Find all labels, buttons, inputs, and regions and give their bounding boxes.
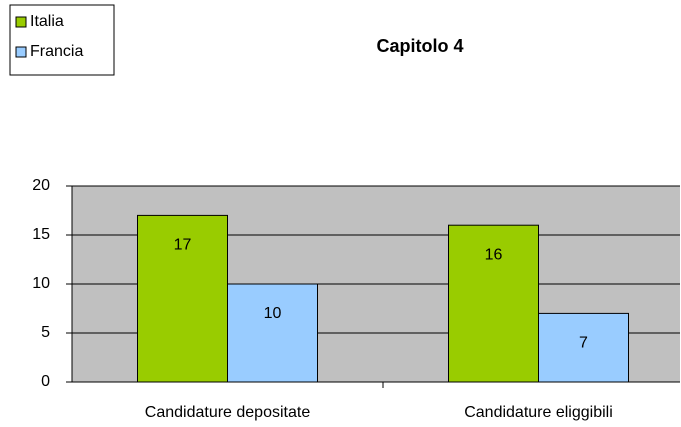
y-tick-label: 10 bbox=[32, 275, 50, 292]
data-label: 7 bbox=[579, 335, 588, 352]
legend-box bbox=[9, 4, 115, 76]
bar bbox=[137, 214, 228, 383]
legend-swatch bbox=[15, 16, 27, 28]
chart-title: Capitolo 4 bbox=[376, 36, 463, 56]
bar bbox=[538, 312, 629, 383]
y-tick-label: 15 bbox=[32, 226, 50, 243]
legend-swatch bbox=[15, 46, 27, 58]
data-label: 17 bbox=[174, 237, 192, 254]
bar bbox=[227, 283, 318, 383]
legend-label: Francia bbox=[30, 43, 83, 60]
data-label: 16 bbox=[485, 246, 503, 263]
x-tick-label: Candidature depositate bbox=[145, 404, 311, 421]
y-tick-label: 5 bbox=[41, 324, 50, 341]
legend-label: Italia bbox=[30, 13, 64, 30]
y-tick-label: 0 bbox=[41, 373, 50, 390]
y-tick-label: 20 bbox=[32, 177, 50, 194]
x-tick-label: Candidature eliggibili bbox=[464, 404, 613, 421]
bar bbox=[448, 224, 539, 383]
data-label: 10 bbox=[264, 305, 282, 322]
